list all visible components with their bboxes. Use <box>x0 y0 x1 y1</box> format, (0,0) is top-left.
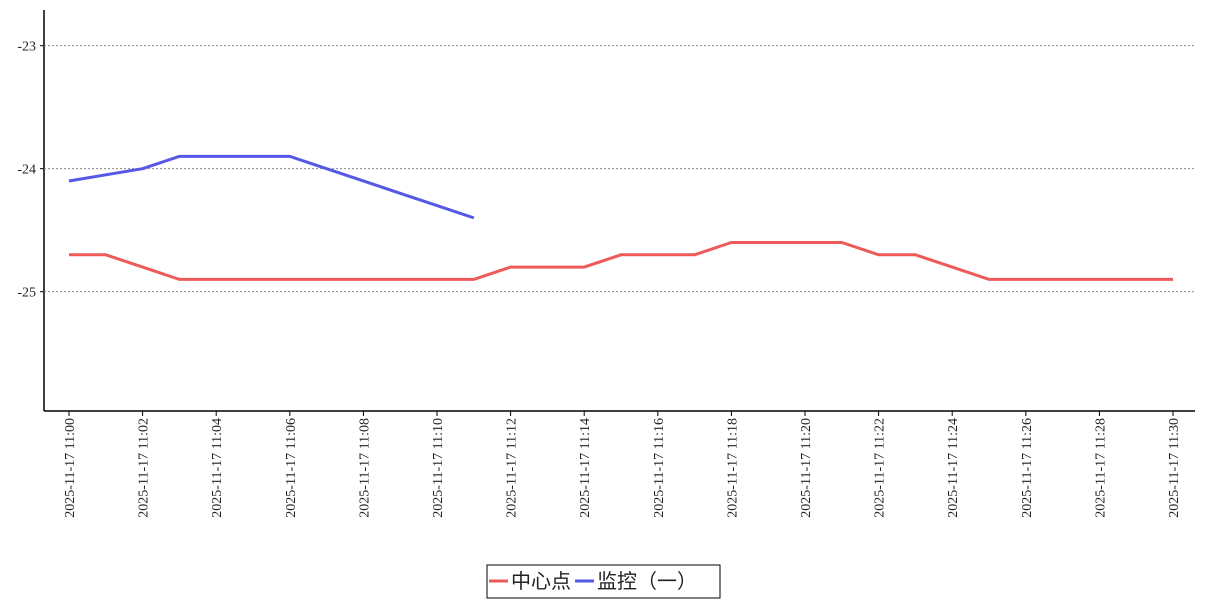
x-tick-label: 2025-11-17 11:08 <box>357 418 372 518</box>
line-series <box>68 154 475 220</box>
legend-box <box>486 564 721 599</box>
x-tick-label: 2025-11-17 11:26 <box>1020 418 1035 518</box>
legend-label: 中心点 <box>511 570 571 593</box>
x-tick-label: 2025-11-17 11:04 <box>210 418 225 518</box>
x-tick-label: 2025-11-17 11:14 <box>578 418 593 518</box>
x-tick-label: 2025-11-17 11:28 <box>1093 418 1108 518</box>
x-tick-label: 2025-11-17 11:10 <box>431 418 446 518</box>
y-tick-label: -23 <box>17 40 36 55</box>
x-tick-label: 2025-11-17 11:30 <box>1167 418 1182 518</box>
x-tick-label: 2025-11-17 11:20 <box>799 418 814 518</box>
x-tick-label: 2025-11-17 11:24 <box>946 418 961 518</box>
x-tick-label: 2025-11-17 11:12 <box>505 418 520 518</box>
line-series <box>69 240 1173 281</box>
x-tick-label: 2025-11-17 11:06 <box>284 418 299 518</box>
x-tick-label: 2025-11-17 11:02 <box>137 418 152 518</box>
x-tick-label: 2025-11-17 11:00 <box>63 418 78 518</box>
y-tick-label: -24 <box>17 163 36 178</box>
x-tick-label: 2025-11-17 11:18 <box>725 418 740 518</box>
x-tick-label: 2025-11-17 11:16 <box>652 418 667 518</box>
legend-label: 监控（一） <box>597 570 697 593</box>
y-tick-label: -25 <box>17 286 36 301</box>
x-tick-label: 2025-11-17 11:22 <box>873 418 888 518</box>
